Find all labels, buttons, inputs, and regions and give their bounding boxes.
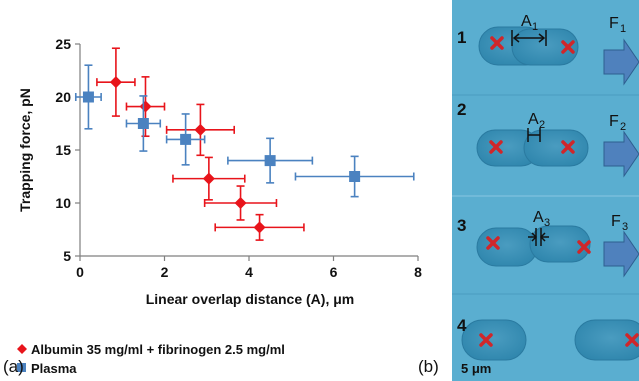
frame-number: 1 <box>457 28 466 47</box>
x-axis-title: Linear overlap distance (A), μm <box>146 291 355 307</box>
scale-bar-label: 5 μm <box>461 361 491 376</box>
overlap-bracket <box>528 228 549 246</box>
data-point-square <box>264 155 276 167</box>
legend-label-plasma: Plasma <box>31 361 77 376</box>
y-tick-label: 20 <box>55 89 71 105</box>
data-point-diamond <box>139 100 152 113</box>
frame-number: 3 <box>457 216 466 235</box>
y-tick-label: 5 <box>63 248 71 264</box>
data-point-square <box>349 171 361 182</box>
red-blood-cell <box>529 225 591 263</box>
x-tick-label: 2 <box>161 264 169 280</box>
trap-marker-icon <box>625 333 639 347</box>
legend-marker-albumin <box>17 344 27 354</box>
red-blood-cell <box>461 319 527 361</box>
force-subscript: 3 <box>622 221 628 233</box>
y-tick-label: 25 <box>55 36 71 52</box>
x-tick-label: 0 <box>76 264 84 280</box>
panel-label-a: (a) <box>3 357 24 376</box>
red-blood-cell <box>476 227 538 267</box>
frame-4: 4 5 μm <box>457 316 639 376</box>
trap-marker-icon <box>479 333 493 347</box>
data-points <box>74 47 415 241</box>
force-label: F <box>609 15 619 32</box>
y-tick-label: 10 <box>55 195 71 211</box>
overlap-subscript: 1 <box>532 21 538 33</box>
scatter-chart: 5 10 15 20 25 0 2 4 6 8 Trapping force, pN Linea… <box>3 36 422 376</box>
micrograph-panel: 1 A 1 F 1 2 <box>452 0 639 381</box>
panel-label-b: (b) <box>418 357 439 376</box>
trap-marker-icon <box>561 40 575 54</box>
overlap-subscript: 3 <box>544 217 550 229</box>
red-blood-cell <box>574 319 639 361</box>
x-tick-group: 0 2 4 6 8 <box>76 256 422 280</box>
data-point-square <box>137 118 149 129</box>
force-arrow-icon <box>603 38 639 86</box>
y-tick-group: 5 10 15 20 25 <box>55 36 80 264</box>
legend-label-albumin: Albumin 35 mg/ml + fibrinogen 2.5 mg/ml <box>31 342 285 357</box>
force-arrow-icon <box>603 230 639 278</box>
overlap-bracket <box>511 30 547 46</box>
series-albumin <box>96 47 305 241</box>
data-point-diamond <box>234 197 247 209</box>
force-subscript: 1 <box>620 23 626 35</box>
trap-marker-icon <box>489 140 503 154</box>
x-tick-label: 4 <box>245 264 253 280</box>
data-point-diamond <box>202 172 215 185</box>
y-tick-label: 15 <box>55 142 71 158</box>
data-point-diamond <box>253 221 266 234</box>
x-tick-label: 6 <box>330 264 338 280</box>
frame-3: 3 A 3 F 3 <box>457 209 639 278</box>
force-label: F <box>611 213 621 230</box>
trap-marker-icon <box>490 36 504 50</box>
overlap-subscript: 2 <box>539 119 545 131</box>
legend: Albumin 35 mg/ml + fibrinogen 2.5 mg/ml … <box>17 342 285 376</box>
force-arrow-icon <box>603 130 639 178</box>
trap-marker-icon <box>561 140 575 154</box>
y-axis-title: Trapping force, pN <box>17 88 33 212</box>
legend-marker-plasma <box>17 363 26 372</box>
data-point-diamond <box>109 76 122 89</box>
frame-number: 4 <box>457 316 467 335</box>
frame-1: 1 A 1 F 1 <box>457 13 639 86</box>
frame-number: 2 <box>457 100 466 119</box>
trap-marker-icon <box>486 236 500 250</box>
frame-2: 2 A 2 F 2 <box>457 100 639 178</box>
x-tick-label: 8 <box>414 264 422 280</box>
overlap-bracket <box>527 128 541 142</box>
data-point-square <box>82 91 94 103</box>
force-subscript: 2 <box>620 121 626 133</box>
overlap-label: A <box>528 111 539 128</box>
force-label: F <box>609 113 619 130</box>
series-plasma <box>74 64 415 198</box>
data-point-square <box>180 133 192 145</box>
data-point-diamond <box>194 123 207 136</box>
trap-marker-icon <box>577 240 591 254</box>
overlap-label: A <box>521 13 532 30</box>
overlap-label: A <box>533 209 544 226</box>
